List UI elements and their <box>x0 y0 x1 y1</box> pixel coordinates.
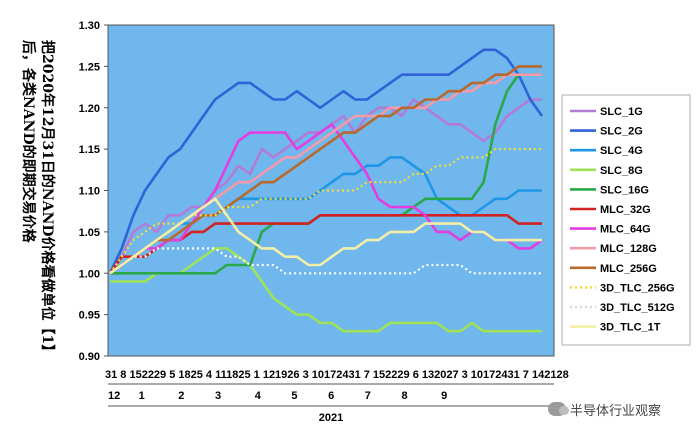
caption-line-2: 后，各类NAND的即期交易价格 <box>20 40 37 244</box>
legend-label-mlc-256g: MLC_256G <box>600 263 657 275</box>
legend-label-slc-8g: SLC_8G <box>600 165 643 177</box>
legend-label-slc-4g: SLC_4G <box>600 145 643 157</box>
y-tick-label-8: 1.30 <box>79 20 100 32</box>
series-line-mlc-64g <box>109 123 543 275</box>
watermark-text: 半导体行业观察 <box>570 403 662 419</box>
y-tick-label-2: 1.00 <box>79 268 100 280</box>
legend-label-mlc-64g: MLC_64G <box>600 224 651 236</box>
series-line-mlc-256g <box>109 65 542 275</box>
y-tick-label-0: 0.90 <box>79 351 100 363</box>
vertical-caption: 把2020年12月31日的NAND价格看做单位【1】 后，各类NAND的即期交易… <box>20 40 56 358</box>
legend-label-3d-tlc-1t: 3D_TLC_1T <box>600 322 661 334</box>
series-line-3d-tlc-512g <box>109 247 542 275</box>
y-tick-label-4: 1.10 <box>79 186 100 198</box>
wechat-icon <box>548 402 569 416</box>
legend-label-slc-2g: SLC_2G <box>600 126 643 138</box>
legend-label-mlc-128g: MLC_128G <box>600 243 657 255</box>
legend-label-slc-1g: SLC_1G <box>600 106 643 118</box>
legend-label-mlc-32g: MLC_32G <box>600 204 651 216</box>
legend: SLC_1G SLC_2G SLC_4G SLC_8G SLC_16G MLC_32G ML… <box>570 106 675 334</box>
x-axis-year-label: 2021 <box>319 412 343 424</box>
watermark: 半导体行业观察 <box>548 396 698 422</box>
y-tick-label-7: 1.25 <box>79 61 100 73</box>
series-line-slc-2g <box>108 48 544 274</box>
y-tick-label-3: 1.05 <box>79 227 100 239</box>
y-axis: 0.90 0.95 1.00 1.05 1.10 1.15 1.20 1.25 1.30 <box>79 20 108 363</box>
plot-area <box>107 24 555 357</box>
y-tick-label-6: 1.20 <box>79 103 100 115</box>
x-day-ticks: 31 8 152229 5 1825 4 111825 1 121926 3 1… <box>105 369 569 381</box>
series-line-slc-8g <box>110 247 542 333</box>
legend-label-3d-tlc-512g: 3D_TLC_512G <box>600 302 675 314</box>
legend-box <box>561 94 691 346</box>
caption-line-1: 把2020年12月31日的NAND价格看做单位【1】 <box>39 40 56 358</box>
legend-label-3d-tlc-256g: 3D_TLC_256G <box>600 282 675 294</box>
series-layer <box>108 48 544 333</box>
x-month-ticks: 12 1 2 3 4 5 6 7 8 9 <box>108 390 447 402</box>
y-tick-label-5: 1.15 <box>79 144 100 156</box>
series-line-3d-tlc-1t <box>109 197 542 275</box>
y-tick-label-1: 0.95 <box>79 310 100 322</box>
legend-label-slc-16g: SLC_16G <box>600 184 649 196</box>
